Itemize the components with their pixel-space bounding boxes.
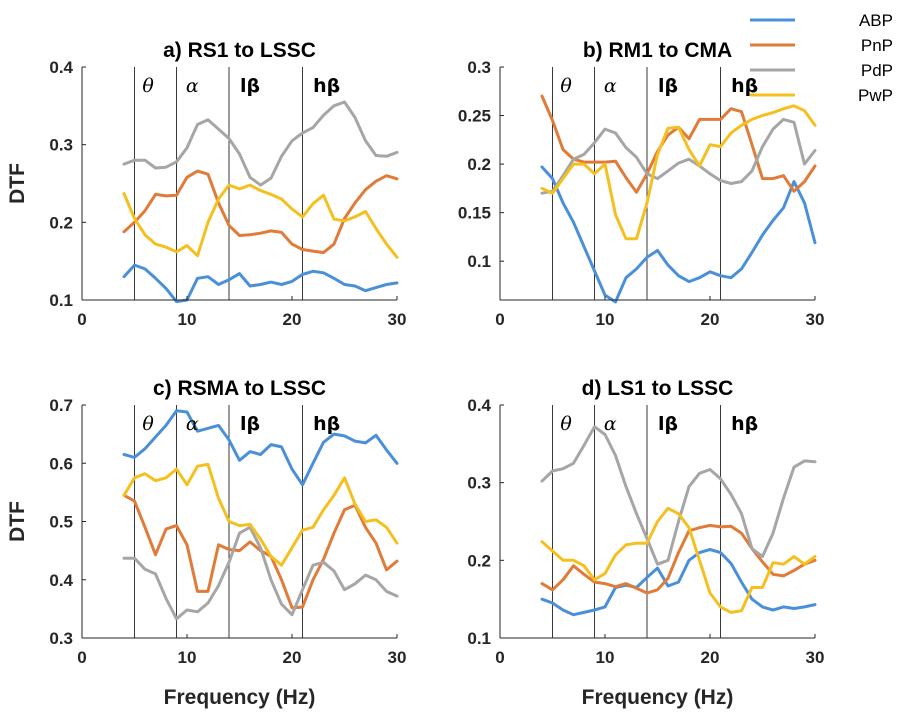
series-line-pdp <box>540 425 817 566</box>
y-tick-label: 0.4 <box>467 396 491 415</box>
band-label: lβ <box>658 413 678 435</box>
y-tick-label: 0.1 <box>467 629 491 648</box>
chart-title: d) LS1 to LSSC <box>582 377 734 400</box>
y-tick-label: 0.3 <box>467 58 491 77</box>
y-tick-label: 0.1 <box>467 252 491 271</box>
series-line-abp <box>540 165 817 304</box>
band-label: hβ <box>313 75 340 97</box>
band-label: θ <box>142 413 154 435</box>
band-label: α <box>604 413 617 435</box>
series-line-pnp <box>122 169 399 255</box>
legend-label: ABP <box>859 11 893 30</box>
chart-panel-d: 0 10 20 30 0.1 0.2 0.3 0.4 θ α lβ hβ d) LS1 to LSSC F… <box>467 377 824 709</box>
x-tick-label: 10 <box>596 648 615 667</box>
y-axis-label: DTF <box>6 501 29 542</box>
chart-title: c) RSMA to LSSC <box>153 377 326 400</box>
y-tick-label: 0.3 <box>49 136 73 155</box>
band-label: θ <box>560 75 572 97</box>
band-label: hβ <box>313 413 340 435</box>
series-line-pdp <box>540 117 817 195</box>
y-tick-label: 0.2 <box>49 213 73 232</box>
x-tick-label: 10 <box>178 310 197 329</box>
y-tick-label: 0.4 <box>49 58 73 77</box>
y-tick-label: 0.25 <box>458 107 491 126</box>
y-tick-label: 0.7 <box>49 396 73 415</box>
band-label: hβ <box>731 413 758 435</box>
series-line-pwp <box>122 183 399 259</box>
x-tick-label: 0 <box>495 648 504 667</box>
series-line-pwp <box>122 462 399 567</box>
y-tick-label: 0.3 <box>49 629 73 648</box>
x-tick-label: 30 <box>388 310 407 329</box>
series-line-abp <box>540 548 817 617</box>
series-line-abp <box>122 409 399 487</box>
band-label: θ <box>142 75 154 97</box>
legend-label: PnP <box>861 36 893 55</box>
band-label: lβ <box>658 75 678 97</box>
x-tick-label: 20 <box>701 648 720 667</box>
y-tick-label: 0.4 <box>49 571 73 590</box>
x-tick-label: 20 <box>283 648 302 667</box>
y-tick-label: 0.3 <box>467 474 491 493</box>
y-tick-label: 0.6 <box>49 454 73 473</box>
x-tick-label: 0 <box>495 310 504 329</box>
band-label: hβ <box>731 75 758 97</box>
chart-panel-b: 0 10 20 30 0.1 0.15 0.2 0.25 0.3 θ α lβ hβ b) RM1 to … <box>458 39 825 329</box>
x-tick-label: 30 <box>806 648 825 667</box>
legend-label: PwP <box>858 86 893 105</box>
series-line-pnp <box>540 94 817 194</box>
y-tick-label: 0.1 <box>49 291 73 310</box>
band-label: α <box>604 75 617 97</box>
x-tick-label: 10 <box>178 648 197 667</box>
y-tick-label: 0.15 <box>458 204 491 223</box>
series-line-abp <box>122 263 399 304</box>
legend: ABP PnP PdP PwP <box>750 11 893 105</box>
band-label: α <box>186 413 199 435</box>
series-line-pwp <box>540 506 817 614</box>
chart-panel-c: 0 10 20 30 0.3 0.4 0.5 0.6 0.7 θ α lβ hβ c) RSMA to L… <box>6 377 406 709</box>
x-tick-label: 0 <box>77 648 86 667</box>
legend-label: PdP <box>861 61 893 80</box>
y-tick-label: 0.2 <box>467 551 491 570</box>
y-axis-label: DTF <box>6 163 29 204</box>
band-label: lβ <box>240 75 260 97</box>
x-axis-label: Frequency (Hz) <box>164 686 316 709</box>
band-label: α <box>186 75 199 97</box>
x-tick-label: 10 <box>596 310 615 329</box>
chart-panel-a: 0 10 20 30 0.1 0.2 0.3 0.4 θ α lβ hβ a) RS1 to LSSC D… <box>6 39 406 329</box>
x-tick-label: 20 <box>701 310 720 329</box>
band-label: lβ <box>240 413 260 435</box>
chart-title: a) RS1 to LSSC <box>163 39 316 62</box>
x-tick-label: 0 <box>77 310 86 329</box>
chart-title: b) RM1 to CMA <box>583 39 732 62</box>
y-tick-label: 0.2 <box>467 155 491 174</box>
y-tick-label: 0.5 <box>49 513 73 532</box>
series-line-pdp <box>122 100 399 187</box>
series-line-pwp <box>540 104 817 241</box>
x-tick-label: 30 <box>806 310 825 329</box>
x-tick-label: 30 <box>388 648 407 667</box>
band-label: θ <box>560 413 572 435</box>
x-axis-label: Frequency (Hz) <box>582 686 734 709</box>
series-line-pdp <box>122 525 399 621</box>
x-tick-label: 20 <box>283 310 302 329</box>
